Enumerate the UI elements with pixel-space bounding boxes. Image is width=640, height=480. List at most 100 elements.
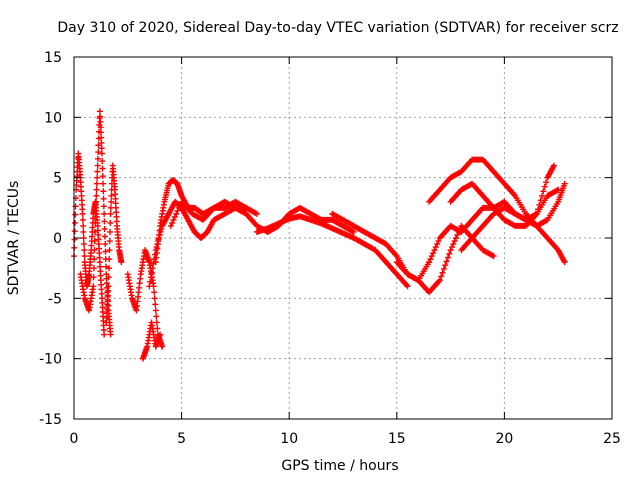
data-point xyxy=(436,277,443,284)
data-point xyxy=(350,228,357,235)
data-point xyxy=(92,219,99,226)
data-point xyxy=(561,259,568,266)
data-point xyxy=(149,265,156,272)
data-point xyxy=(443,258,450,265)
series-track-m xyxy=(426,156,568,229)
data-point xyxy=(90,265,97,272)
data-point xyxy=(541,183,548,190)
data-point xyxy=(438,273,445,280)
data-point xyxy=(106,247,113,254)
y-tick-label: -5 xyxy=(48,291,62,307)
data-point xyxy=(79,216,86,223)
data-point xyxy=(101,233,108,240)
data-point xyxy=(171,213,178,220)
data-point xyxy=(96,108,103,115)
data-point xyxy=(543,179,550,186)
data-point xyxy=(156,235,163,241)
data-point xyxy=(95,149,102,156)
data-point xyxy=(169,219,176,226)
data-point xyxy=(434,241,441,248)
data-point xyxy=(71,228,78,235)
data-point xyxy=(94,168,101,175)
x-tick-label: 25 xyxy=(603,431,621,447)
data-point xyxy=(537,197,544,204)
y-tick-label: -10 xyxy=(39,352,62,368)
data-point xyxy=(80,222,87,229)
data-point xyxy=(93,198,100,205)
x-axis-label: GPS time / hours xyxy=(281,458,398,474)
data-point xyxy=(91,256,98,263)
data-point xyxy=(152,301,159,308)
data-point xyxy=(91,238,98,245)
data-point xyxy=(92,210,99,217)
data-point xyxy=(446,250,453,257)
data-point xyxy=(72,219,79,226)
series-track-f xyxy=(152,177,260,266)
x-tick-label: 5 xyxy=(177,431,186,447)
data-point xyxy=(447,247,454,254)
data-point xyxy=(173,210,180,217)
data-point xyxy=(94,162,101,169)
data-point xyxy=(442,262,449,269)
data-point xyxy=(106,256,113,263)
data-point xyxy=(99,158,106,165)
data-point xyxy=(151,289,158,296)
data-point xyxy=(80,228,87,235)
y-tick-label: 5 xyxy=(53,171,62,187)
data-point xyxy=(450,241,457,248)
data-point xyxy=(539,192,546,199)
data-point xyxy=(98,150,105,157)
data-point xyxy=(404,283,411,290)
data-point xyxy=(105,283,112,290)
data-point xyxy=(158,225,165,232)
data-point xyxy=(454,231,461,238)
data-point xyxy=(100,188,107,195)
data-point xyxy=(101,218,108,225)
data-point xyxy=(93,192,100,199)
data-point xyxy=(152,307,159,314)
data-point xyxy=(444,254,451,261)
data-point xyxy=(153,319,160,326)
data-point xyxy=(105,265,112,272)
data-point xyxy=(93,180,100,187)
data-point xyxy=(167,222,174,229)
data-point xyxy=(540,188,547,195)
data-point xyxy=(536,201,543,208)
data-point xyxy=(72,211,79,218)
data-point xyxy=(108,198,115,205)
data-point xyxy=(99,165,106,172)
data-point xyxy=(159,343,166,350)
data-point xyxy=(97,129,104,136)
data-point xyxy=(107,219,114,226)
data-point xyxy=(148,269,155,276)
y-tick-label: 15 xyxy=(44,50,62,66)
data-point xyxy=(91,228,98,235)
series-track-j xyxy=(329,210,433,284)
data-point xyxy=(157,228,164,235)
data-points xyxy=(71,108,568,362)
data-point xyxy=(97,113,104,120)
data-point xyxy=(147,278,154,285)
data-point xyxy=(243,204,250,211)
data-point xyxy=(98,134,105,141)
data-point xyxy=(107,228,114,235)
data-point xyxy=(535,206,542,213)
data-point xyxy=(427,256,434,263)
data-point xyxy=(101,210,108,217)
data-point xyxy=(98,139,105,146)
data-point xyxy=(80,241,87,248)
data-point xyxy=(156,231,163,238)
data-point xyxy=(94,174,101,181)
data-point xyxy=(79,210,86,217)
data-point xyxy=(440,265,447,272)
data-point xyxy=(175,204,182,211)
data-point xyxy=(108,192,115,199)
data-point xyxy=(100,195,107,202)
data-point xyxy=(150,260,157,267)
data-point xyxy=(92,204,99,211)
x-tick-label: 10 xyxy=(280,431,298,447)
data-point xyxy=(430,250,437,257)
data-point xyxy=(99,173,106,180)
data-point xyxy=(71,236,78,243)
